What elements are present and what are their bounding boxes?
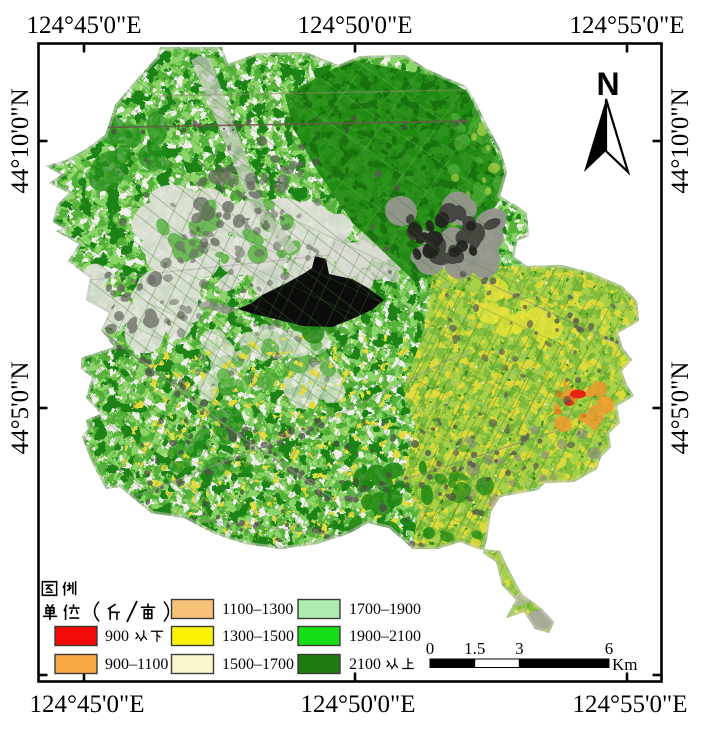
svg-text:1900–2100: 1900–2100 xyxy=(349,628,421,645)
svg-text:3: 3 xyxy=(515,639,524,658)
svg-text:1100–1300: 1100–1300 xyxy=(222,601,293,618)
svg-text:44°10'0"N: 44°10'0"N xyxy=(7,88,34,193)
svg-text:124°55'0"E: 124°55'0"E xyxy=(573,691,688,718)
svg-text:900–1100: 900–1100 xyxy=(105,656,168,673)
svg-text:1500–1700: 1500–1700 xyxy=(222,656,294,673)
svg-text:1700–1900: 1700–1900 xyxy=(349,601,421,618)
svg-text:0: 0 xyxy=(426,639,435,658)
svg-text:2100: 2100 xyxy=(349,656,381,673)
svg-text:1300–1500: 1300–1500 xyxy=(222,628,294,645)
svg-text:124°45'0"E: 124°45'0"E xyxy=(30,691,145,718)
svg-text:6: 6 xyxy=(605,639,614,658)
svg-text:1.5: 1.5 xyxy=(464,639,485,658)
svg-text:900: 900 xyxy=(105,628,129,645)
svg-text:N: N xyxy=(596,66,619,102)
svg-text:124°50'0"E: 124°50'0"E xyxy=(301,691,416,718)
svg-text:Km: Km xyxy=(612,655,638,674)
svg-text:44°5'0"N: 44°5'0"N xyxy=(7,362,34,455)
svg-text:44°5'0"N: 44°5'0"N xyxy=(667,362,694,455)
svg-text:124°45'0"E: 124°45'0"E xyxy=(27,12,142,39)
svg-text:124°50'0"E: 124°50'0"E xyxy=(298,12,413,39)
svg-text:124°55'0"E: 124°55'0"E xyxy=(570,12,685,39)
svg-text:44°10'0"N: 44°10'0"N xyxy=(667,88,694,193)
